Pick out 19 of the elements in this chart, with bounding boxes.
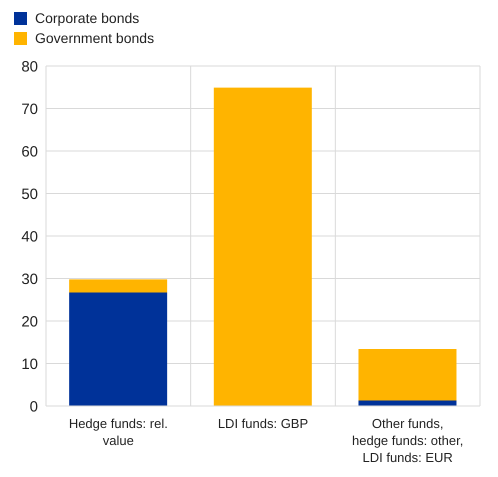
y-tick-label: 20 — [21, 313, 38, 330]
x-tick-label: Hedge funds: rel. value — [68, 416, 168, 448]
bar — [69, 292, 168, 406]
y-tick-label: 50 — [21, 186, 38, 203]
bar — [358, 400, 456, 406]
bar — [69, 279, 168, 293]
y-tick-label: 70 — [21, 100, 38, 118]
x-tick-label: LDI funds: GBP — [218, 416, 308, 431]
x-tick-label: Other funds, hedge funds: other, LDI funds: EUR — [352, 416, 464, 465]
y-tick-label: 60 — [21, 143, 38, 160]
legend-label: Corporate bonds — [35, 10, 140, 26]
bar — [214, 88, 312, 406]
y-tick-label: 30 — [21, 270, 38, 288]
legend-label: Government bonds — [35, 30, 154, 46]
y-tick-label: 40 — [21, 228, 38, 246]
y-tick-label: 0 — [30, 398, 38, 416]
y-tick-label: 10 — [21, 356, 38, 373]
y-tick-label: 80 — [21, 58, 38, 76]
bar — [358, 349, 456, 400]
